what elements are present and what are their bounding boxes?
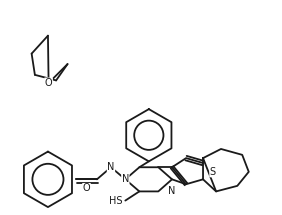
- Text: N: N: [107, 162, 115, 172]
- Text: N: N: [168, 186, 176, 197]
- Text: S: S: [210, 167, 216, 177]
- Text: HS: HS: [109, 196, 122, 206]
- Text: O: O: [83, 183, 90, 194]
- Text: N: N: [122, 174, 129, 184]
- Text: O: O: [45, 78, 52, 88]
